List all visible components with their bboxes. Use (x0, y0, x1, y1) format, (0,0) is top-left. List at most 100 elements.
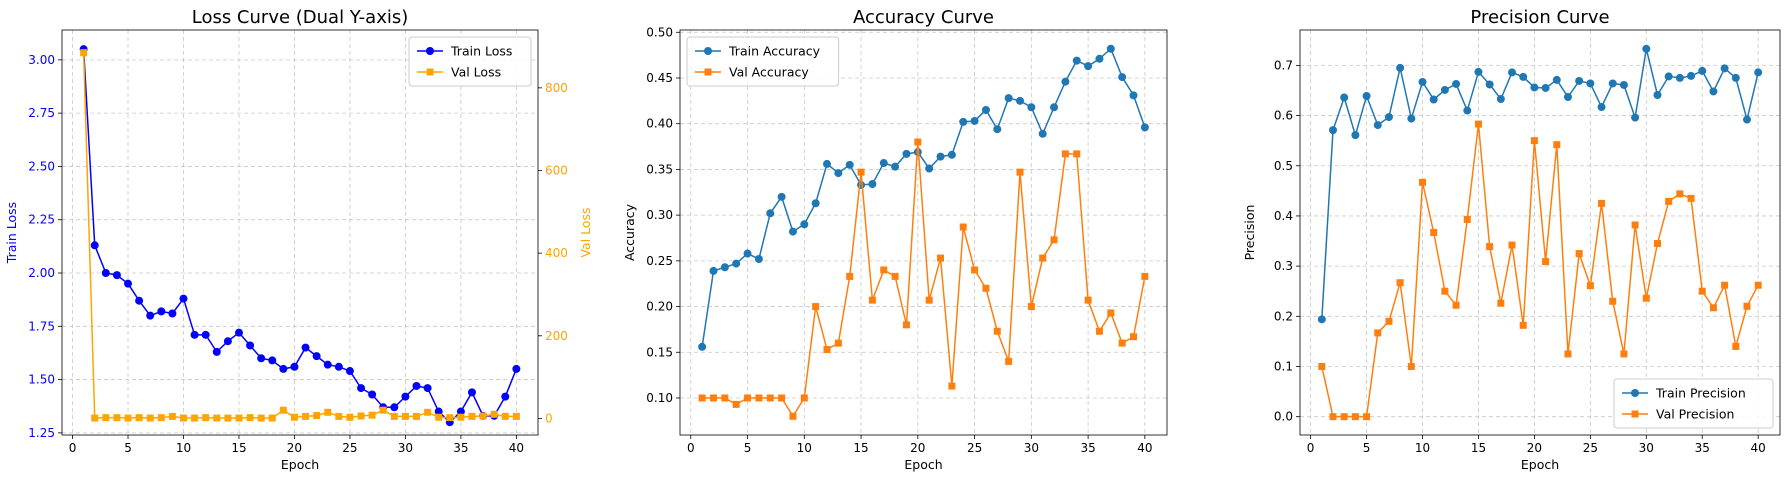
data-point (501, 392, 510, 401)
data-point (788, 227, 797, 236)
legend-box (1613, 378, 1774, 429)
data-point (1530, 137, 1538, 145)
axes-frame (1299, 29, 1781, 436)
data-point (312, 352, 321, 361)
data-point (302, 412, 310, 420)
data-point (880, 266, 888, 274)
x-tick-label: 5 (124, 441, 132, 455)
legend: Train Loss Val Loss (408, 36, 532, 87)
data-point (1129, 91, 1138, 100)
legend: Train Precision Val Precision (1613, 378, 1774, 429)
data-point (1485, 80, 1494, 89)
data-point (1542, 258, 1550, 266)
data-point (1084, 62, 1093, 71)
data-point (91, 414, 99, 422)
y-tick-label: 0.20 (646, 300, 673, 314)
data-point (755, 394, 763, 402)
y-right-tick-label: 800 (545, 81, 568, 95)
x-tick-label: 40 (1751, 441, 1766, 455)
data-point (1407, 114, 1416, 123)
chart-3: 0 5 10 15 20 25 30 35 40 0.0 0.1 0.2 0.3 0.4 0.5 0.6 0.7… (1242, 7, 1781, 472)
data-point (446, 414, 454, 422)
chart-2: 0 5 10 15 20 25 30 35 40 0.10 0.15 0.20 0.25 0.30 0.35… (622, 7, 1168, 472)
data-point (323, 360, 332, 369)
data-point (834, 169, 843, 178)
data-point (1118, 73, 1127, 82)
data-point (113, 414, 121, 422)
data-point (1140, 123, 1149, 132)
data-point (720, 263, 729, 272)
data-point (914, 138, 922, 146)
data-point (357, 412, 365, 420)
data-point (290, 362, 299, 371)
data-point (457, 413, 465, 421)
data-point (1419, 178, 1427, 186)
series-line-2 (82, 52, 517, 419)
data-point (891, 272, 899, 280)
data-point (1676, 190, 1684, 198)
data-point (993, 125, 1002, 134)
data-point (754, 255, 763, 264)
data-point (279, 406, 287, 414)
data-point (1396, 63, 1405, 72)
data-point (413, 412, 421, 420)
data-point (234, 328, 243, 337)
data-point (146, 311, 155, 320)
data-point (346, 413, 354, 421)
y-right-tick-label: 600 (545, 164, 568, 178)
data-point (1620, 350, 1628, 358)
data-point (246, 341, 255, 350)
data-point (390, 403, 399, 412)
data-point (290, 413, 298, 421)
y-tick-label: 0.5 (1274, 159, 1293, 173)
x-tick-label: 25 (1583, 441, 1598, 455)
data-point (456, 407, 465, 416)
data-point (1118, 339, 1126, 347)
data-point (1598, 199, 1606, 207)
data-point (1418, 77, 1427, 86)
data-point (982, 284, 990, 292)
data-point (1497, 299, 1505, 307)
data-point (1374, 329, 1382, 337)
data-point (1597, 103, 1606, 112)
data-point (925, 296, 933, 304)
data-point (891, 162, 900, 171)
data-point (1061, 77, 1070, 86)
data-point (1107, 309, 1115, 317)
data-point (201, 330, 210, 339)
y-tick-label: 2.00 (28, 266, 55, 280)
legend-marker (704, 47, 712, 55)
data-point (1050, 103, 1059, 112)
data-point (1073, 150, 1081, 158)
data-point (846, 272, 854, 280)
data-point (1530, 83, 1539, 92)
data-point (1463, 215, 1471, 223)
data-point (434, 407, 443, 416)
data-point (401, 392, 410, 401)
data-point (313, 412, 321, 420)
legend-label: Train Accuracy (728, 44, 821, 59)
x-tick-label: 10 (797, 441, 812, 455)
data-point (1061, 150, 1069, 158)
data-point (925, 164, 934, 173)
data-point (1084, 296, 1092, 304)
x-tick-label: 15 (231, 441, 246, 455)
x-axis-label: Epoch (904, 457, 942, 472)
y-tick-label: 1.50 (28, 373, 55, 387)
data-point (981, 105, 990, 114)
data-point (1005, 357, 1013, 365)
data-point (1687, 194, 1695, 202)
data-point (1619, 80, 1628, 89)
y-tick-label: 0.30 (646, 208, 673, 222)
data-point (1384, 113, 1393, 122)
data-point (512, 364, 521, 373)
data-point (124, 279, 133, 288)
x-tick-label: 5 (1363, 441, 1371, 455)
data-point (1675, 73, 1684, 82)
data-point (1653, 240, 1661, 248)
x-tick-label: 20 (287, 441, 302, 455)
data-point (1318, 362, 1326, 370)
y-tick-label: 2.25 (28, 213, 55, 227)
data-point (971, 266, 979, 274)
x-tick-label: 40 (509, 441, 524, 455)
